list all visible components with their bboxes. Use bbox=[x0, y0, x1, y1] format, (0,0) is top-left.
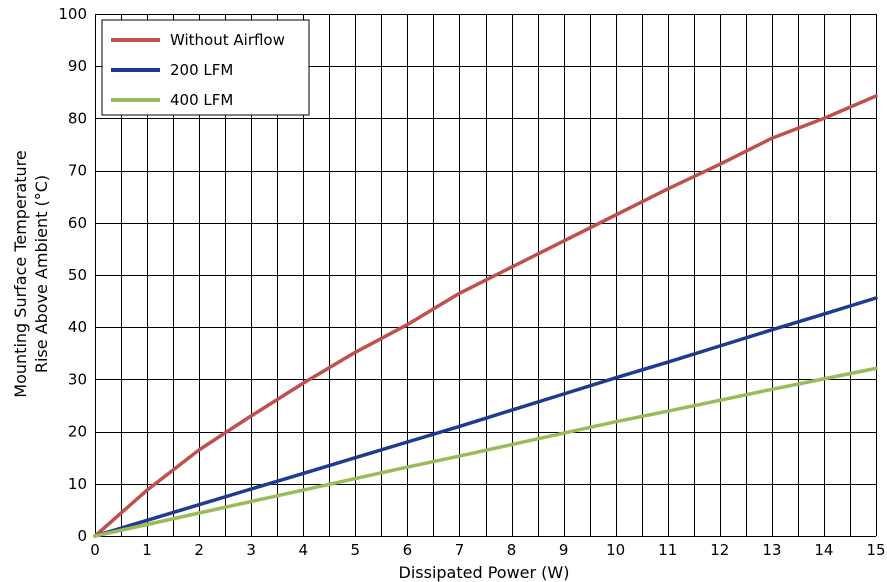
y-tick-label: 80 bbox=[68, 109, 87, 127]
y-tick-label: 10 bbox=[68, 475, 87, 493]
series-line-200-lfm bbox=[93, 296, 878, 538]
series-line-without-airflow bbox=[93, 94, 878, 538]
series-layer bbox=[93, 94, 878, 538]
y-tick-label: 100 bbox=[58, 5, 87, 23]
x-tick-label: 2 bbox=[194, 541, 204, 559]
x-tick-label: 6 bbox=[403, 541, 413, 559]
y-tick-label: 50 bbox=[68, 266, 87, 284]
x-tick-label: 15 bbox=[866, 541, 885, 559]
x-tick-label: 11 bbox=[658, 541, 677, 559]
y-axis-title-line-2: Rise Above Ambient (°C) bbox=[32, 175, 51, 373]
x-tick-label: 9 bbox=[559, 541, 569, 559]
x-tick-label: 7 bbox=[455, 541, 465, 559]
x-tick-label: 10 bbox=[606, 541, 625, 559]
series-line-400-lfm bbox=[93, 366, 878, 538]
x-tick-label: 0 bbox=[90, 541, 100, 559]
y-axis-title-line-1: Mounting Surface Temperature bbox=[11, 150, 30, 397]
y-tick-label: 90 bbox=[68, 57, 87, 75]
x-tick-label: 4 bbox=[298, 541, 308, 559]
y-tick-label: 40 bbox=[68, 318, 87, 336]
x-tick-label: 8 bbox=[507, 541, 517, 559]
x-tick-label: 1 bbox=[142, 541, 152, 559]
x-axis-title: Dissipated Power (W) bbox=[399, 563, 570, 582]
legend-label: Without Airflow bbox=[170, 31, 285, 49]
x-tick-label: 5 bbox=[351, 541, 361, 559]
tick-labels: 0 1 2 3 4 5 6 7 8 9 10 11 12 13 14 15010203040506070809… bbox=[58, 5, 885, 559]
legend: Without Airflow 200 LFM 400 LFM bbox=[101, 19, 310, 116]
y-tick-label: 70 bbox=[68, 162, 87, 180]
y-tick-label: 20 bbox=[68, 423, 87, 441]
x-tick-label: 14 bbox=[814, 541, 833, 559]
y-tick-label: 30 bbox=[68, 370, 87, 388]
legend-label: 200 LFM bbox=[170, 61, 233, 79]
y-axis-title: Mounting Surface Temperature Rise Above … bbox=[11, 150, 51, 397]
y-tick-label: 0 bbox=[77, 527, 87, 545]
x-tick-label: 3 bbox=[246, 541, 256, 559]
x-tick-label: 13 bbox=[762, 541, 781, 559]
legend-label: 400 LFM bbox=[170, 91, 233, 109]
x-tick-label: 12 bbox=[710, 541, 729, 559]
y-tick-label: 60 bbox=[68, 214, 87, 232]
